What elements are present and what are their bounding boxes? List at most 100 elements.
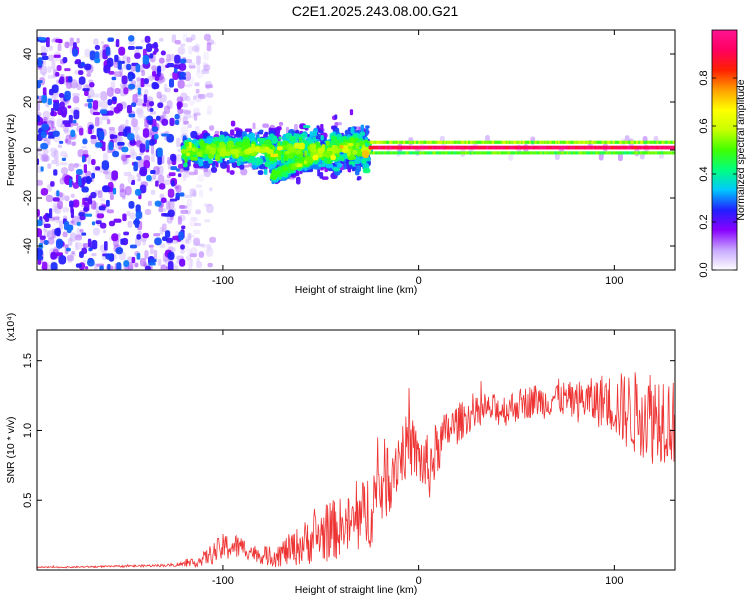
heatmap-cell	[195, 209, 201, 215]
heatmap-cell	[82, 138, 88, 145]
snr-y-tick-label: 0.5	[22, 493, 34, 508]
heatmap-cell	[631, 145, 634, 150]
heatmap-cell	[195, 184, 202, 188]
heatmap-cell	[150, 189, 156, 195]
heatmap-cell	[320, 135, 324, 141]
heatmap-cell	[252, 122, 256, 130]
heatmap-cell	[81, 145, 87, 149]
spectrogram-y-ticks: -40 -20 0 20 40	[22, 48, 675, 254]
heatmap-cell	[53, 54, 61, 58]
heatmap-cell	[198, 251, 205, 258]
heatmap-cell	[43, 227, 48, 232]
heatmap-cell	[37, 208, 40, 217]
heatmap-cell	[245, 128, 252, 133]
heatmap-cell	[337, 162, 343, 168]
heatmap-cell	[83, 164, 88, 174]
heatmap-cell	[663, 145, 666, 150]
heatmap-cell	[100, 100, 108, 111]
heatmap-cell	[521, 140, 525, 144]
heatmap-cell	[510, 151, 514, 155]
heatmap-cell	[270, 153, 279, 158]
heatmap-cell	[118, 131, 125, 136]
heatmap-cell	[47, 163, 52, 169]
spectrogram-y-tick-label: -40	[22, 238, 34, 254]
heatmap-cell	[186, 198, 193, 207]
heatmap-cell	[427, 151, 430, 155]
heatmap-cell	[199, 189, 204, 198]
heatmap-cell	[380, 151, 384, 155]
heatmap-cell	[605, 151, 608, 155]
heatmap-cell	[177, 46, 186, 55]
heatmap-cell	[669, 151, 673, 155]
heatmap-cell	[635, 151, 639, 155]
heatmap-cell	[397, 151, 400, 155]
heatmap-cell	[125, 154, 131, 158]
heatmap-cell	[617, 145, 621, 150]
heatmap-cell	[135, 204, 141, 213]
heatmap-cell	[406, 145, 410, 150]
heatmap-cell	[368, 145, 371, 150]
heatmap-cell	[134, 52, 141, 59]
heatmap-cell	[464, 151, 467, 155]
colorbar: 0.0 0.2 0.4 0.6 0.8 Normalized spectral ampl…	[698, 29, 747, 278]
heatmap-cell	[70, 129, 76, 138]
heatmap-cell	[134, 237, 142, 247]
heatmap-cell	[449, 140, 452, 144]
heatmap-cell	[106, 57, 114, 68]
heatmap-cell	[591, 145, 595, 150]
heatmap-cell	[198, 93, 206, 100]
heatmap-cell	[215, 154, 221, 162]
heatmap-cell	[535, 145, 539, 150]
heatmap-cell	[62, 57, 68, 64]
heatmap-cell	[520, 151, 523, 155]
heatmap-cell	[37, 248, 43, 257]
heatmap-cell	[91, 239, 98, 250]
heatmap-cell	[598, 140, 602, 144]
heatmap-cell	[119, 183, 125, 193]
heatmap-cell	[226, 164, 230, 173]
heatmap-cell	[37, 219, 43, 227]
heatmap-cell	[397, 140, 400, 144]
heatmap-cell	[312, 136, 317, 142]
heatmap-cell	[639, 151, 643, 155]
heatmap-cell	[95, 166, 101, 171]
heatmap-cell	[398, 145, 402, 150]
heatmap-cell	[176, 168, 180, 172]
heatmap-cell	[139, 257, 147, 267]
heatmap-cell	[631, 140, 634, 144]
heatmap-cell	[230, 149, 238, 155]
heatmap-cell	[78, 212, 86, 216]
heatmap-cell	[114, 87, 121, 95]
heatmap-cell	[59, 140, 64, 144]
heatmap-cell	[212, 161, 216, 168]
heatmap-cell	[446, 140, 449, 144]
heatmap-cell	[78, 76, 86, 85]
heatmap-cell	[122, 55, 129, 62]
heatmap-cell	[617, 152, 623, 162]
heatmap-cell	[177, 163, 184, 169]
heatmap-cell	[601, 140, 604, 144]
heatmap-cell	[151, 65, 157, 72]
heatmap-cell	[51, 159, 58, 165]
heatmap-cell	[255, 146, 261, 153]
heatmap-cell	[42, 87, 47, 96]
heatmap-cell	[180, 43, 186, 47]
heatmap-cell	[461, 140, 465, 144]
heatmap-cell	[247, 147, 255, 154]
heatmap-cell	[99, 265, 104, 270]
heatmap-cell	[186, 152, 191, 157]
heatmap-cell	[494, 151, 497, 155]
heatmap-cell	[97, 190, 103, 199]
heatmap-cell	[277, 142, 281, 147]
heatmap-cell	[82, 88, 90, 92]
colorbar-tick-label: 0.6	[698, 118, 710, 133]
heatmap-cell	[344, 129, 352, 135]
heatmap-cell	[84, 213, 93, 217]
heatmap-cell	[72, 119, 77, 124]
heatmap-cell	[591, 140, 595, 144]
snr-multiplier: (x10⁴)	[5, 313, 17, 341]
heatmap-cell	[341, 145, 349, 154]
heatmap-cell	[127, 220, 133, 228]
heatmap-cell	[144, 83, 151, 87]
heatmap-cell	[278, 136, 282, 140]
